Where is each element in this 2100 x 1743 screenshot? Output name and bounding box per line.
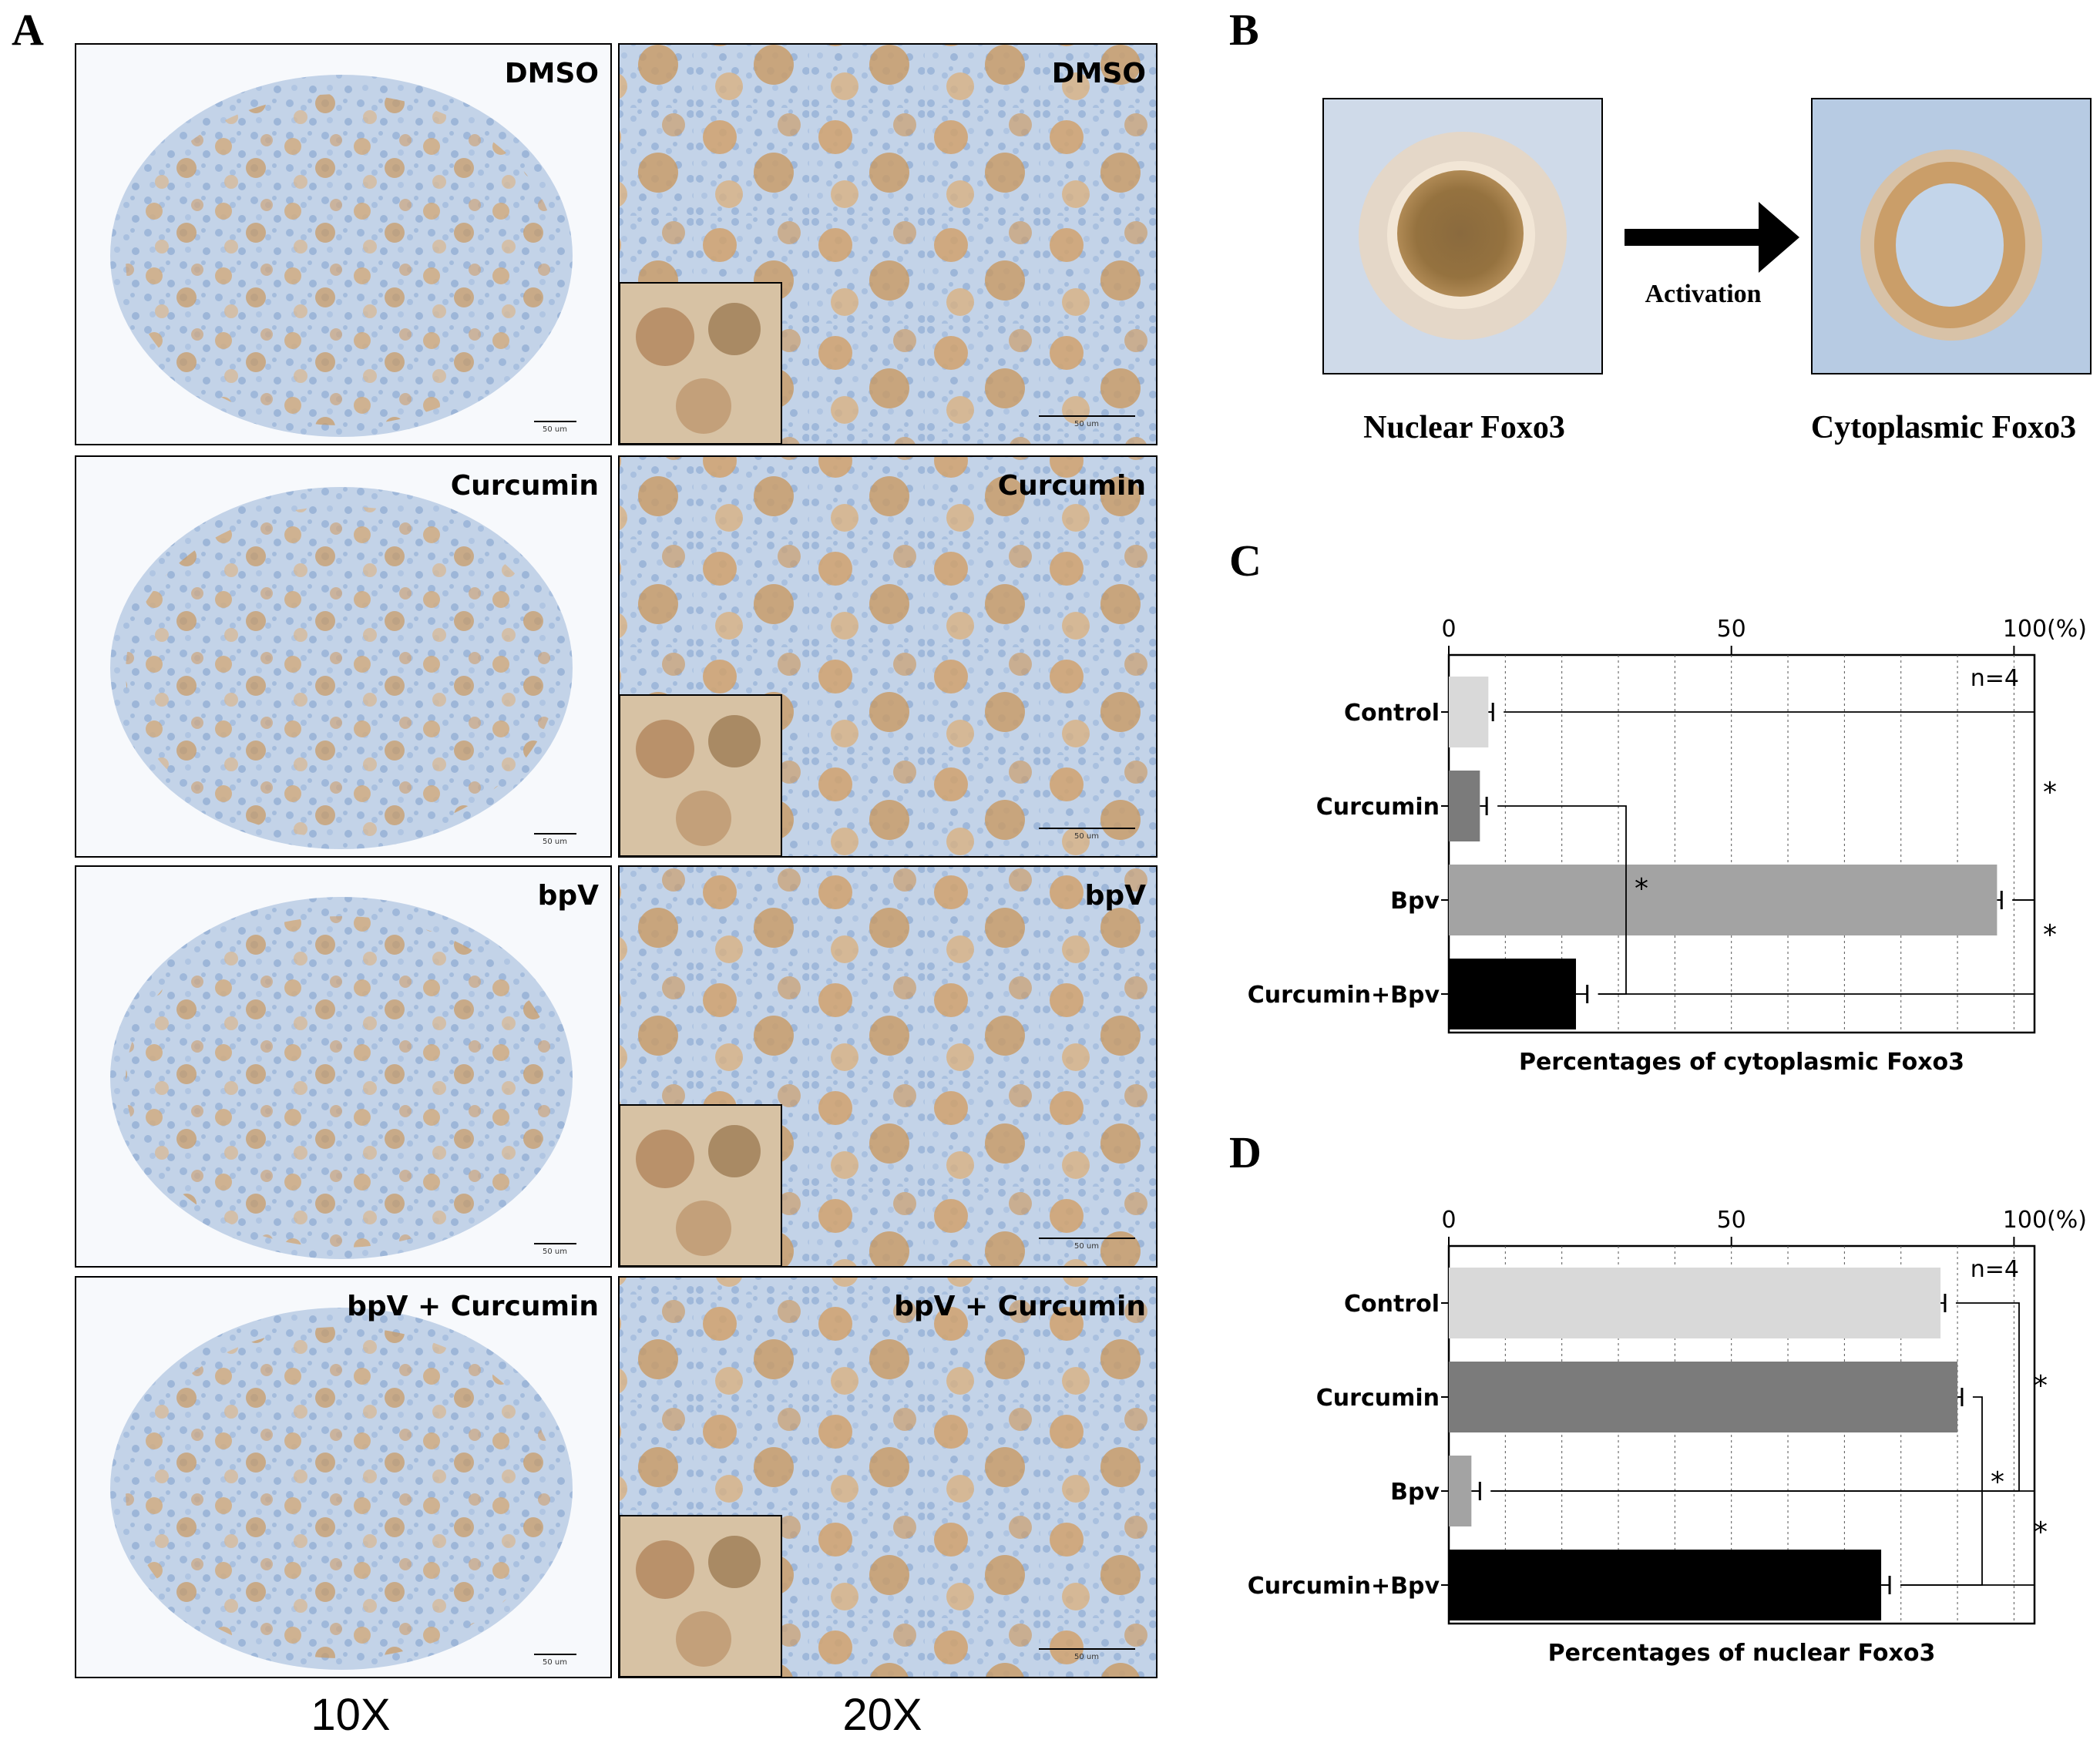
scale-bar-label: 50 um [1074, 832, 1099, 841]
panel-letter-b: B [1229, 5, 1259, 55]
x-tick-label: 100(%) [2003, 1207, 2087, 1234]
category-label: Curcumin [1316, 794, 1440, 821]
bar-control [1449, 1268, 1941, 1338]
inset-cell [636, 1540, 694, 1599]
cytoplasmic-foxo3-caption: Cytoplasmic Foxo3 [1811, 410, 2076, 445]
condition-label: Curcumin [451, 470, 599, 502]
x-tick-label: 0 [1441, 616, 1456, 643]
chart-nuclear-foxo3: 0 50 100(%) n=4 Control Curcumin Bpv Curcumin+B… [1248, 1207, 2087, 1667]
significance-star: * [2043, 919, 2057, 951]
bar-control [1449, 677, 1489, 747]
condition-label: bpV [538, 880, 600, 912]
scale-bar-label: 50 um [543, 1658, 567, 1667]
inset-cell [676, 1611, 731, 1667]
category-label: Control [1344, 1291, 1440, 1318]
significance-star: * [1635, 873, 1648, 905]
x-axis-title: Percentages of cytoplasmic Foxo3 [1519, 1049, 1964, 1076]
micrograph-10x-dmso: DMSO 50 um [75, 43, 612, 445]
condition-label: bpV [1085, 880, 1147, 912]
sample-size-annotation: n=4 [1971, 665, 2019, 692]
nuclear-foxo3-caption: Nuclear Foxo3 [1363, 410, 1565, 445]
inset-cell [676, 791, 731, 846]
bar-curcumin-bpv [1449, 959, 1577, 1029]
x-tick-label: 50 [1717, 1207, 1746, 1234]
micrograph-20x-dmso: DMSO 50 um [618, 43, 1158, 445]
x-tick-label: 50 [1717, 616, 1746, 643]
significance-bracket [1490, 1490, 2035, 1586]
significance-bracket [1598, 899, 2035, 995]
chart-cytoplasmic-foxo3: 0 50 100(%) n=4 Control Curcumin Bpv Curcumin+B… [1248, 616, 2087, 1076]
significance-star: * [2034, 1516, 2048, 1548]
inset-cell [708, 1536, 761, 1588]
significance-star: * [2034, 1370, 2048, 1402]
stained-follicles [126, 916, 557, 1248]
category-label: Curcumin+Bpv [1248, 982, 1440, 1009]
bar-bpv [1449, 1456, 1472, 1526]
cytoplasmic-foxo3-image [1811, 98, 2092, 374]
panel-letter-a: A [12, 5, 44, 55]
micrograph-20x-curcumin: Curcumin 50 um [618, 455, 1158, 858]
inset-cell [636, 720, 694, 778]
inset-cell [708, 715, 761, 767]
condition-label: bpV + Curcumin [347, 1291, 599, 1322]
bar-curcumin [1449, 771, 1480, 841]
stained-follicles [126, 506, 557, 838]
inset-cell [636, 307, 694, 366]
sample-size-annotation: n=4 [1971, 1256, 2019, 1283]
significance-star: * [2043, 777, 2057, 808]
inset-cell [708, 303, 761, 355]
activation-label: Activation [1645, 280, 1761, 308]
scale-bar-label: 50 um [1074, 420, 1099, 428]
condition-label: DMSO [1052, 58, 1146, 89]
bar-bpv [1449, 865, 1998, 935]
micrograph-20x-bpv-curcumin: bpV + Curcumin 50 um [618, 1276, 1158, 1678]
panel-a-micrographs: DMSO 50 um DMSO 50 um Curcumin 50 um Curcumin 5… [75, 43, 1158, 1678]
stained-follicles [126, 1327, 557, 1658]
micrograph-10x-bpv-curcumin: bpV + Curcumin 50 um [75, 1276, 612, 1678]
category-label: Bpv [1390, 1479, 1440, 1506]
category-label: Curcumin [1316, 1385, 1440, 1412]
category-label: Bpv [1390, 888, 1440, 915]
inset-cell [636, 1130, 694, 1188]
scale-bar-label: 50 um [1074, 1242, 1099, 1251]
bar-curcumin [1449, 1362, 1958, 1432]
condition-label: Curcumin [998, 470, 1146, 502]
scale-bar-label: 50 um [543, 1248, 567, 1256]
inset-cell [708, 1125, 761, 1177]
category-label: Control [1344, 700, 1440, 727]
inset-cell [676, 378, 731, 434]
x-axis-title: Percentages of nuclear Foxo3 [1548, 1640, 1936, 1667]
x-tick-label: 0 [1441, 1207, 1456, 1234]
micrograph-10x-curcumin: Curcumin 50 um [75, 455, 612, 858]
panel-letter-d: D [1229, 1127, 1262, 1177]
micrograph-10x-bpv: bpV 50 um [75, 865, 612, 1268]
stained-follicles [126, 94, 557, 425]
micrograph-frame [618, 1276, 1158, 1678]
scale-bar-label: 50 um [1074, 1653, 1099, 1661]
micrograph-20x-bpv: bpV 50 um [618, 865, 1158, 1268]
condition-label: DMSO [505, 58, 599, 89]
bar-curcumin-bpv [1449, 1550, 1882, 1620]
x-tick-label: 100(%) [2003, 616, 2087, 643]
category-label: Curcumin+Bpv [1248, 1573, 1440, 1600]
activation-arrow [1625, 202, 1799, 273]
magnification-label-10x: 10X [311, 1690, 390, 1740]
panel-letter-c: C [1229, 536, 1262, 586]
scale-bar-label: 50 um [543, 838, 567, 846]
scale-bar-label: 50 um [543, 425, 567, 434]
inset-cell [676, 1201, 731, 1256]
condition-label: bpV + Curcumin [894, 1291, 1146, 1322]
significance-star: * [1991, 1466, 2004, 1498]
magnification-label-20x: 20X [842, 1690, 922, 1740]
nuclear-foxo3-image [1322, 98, 1603, 374]
